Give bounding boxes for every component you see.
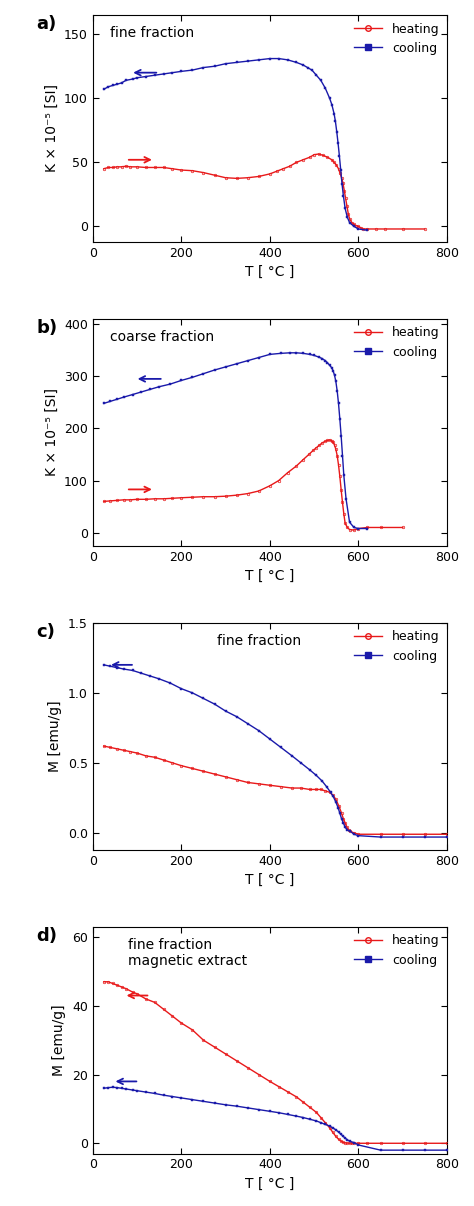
X-axis label: T [ °C ]: T [ °C ] [245, 1177, 294, 1192]
Text: d): d) [36, 926, 57, 944]
Y-axis label: M [emu/g]: M [emu/g] [48, 701, 62, 772]
Legend: heating, cooling: heating, cooling [349, 18, 445, 60]
Text: fine fraction
magnetic extract: fine fraction magnetic extract [128, 938, 247, 968]
Text: fine fraction: fine fraction [110, 27, 194, 40]
Text: coarse fraction: coarse fraction [110, 330, 215, 344]
Y-axis label: Κ × 10⁻⁵ [SI]: Κ × 10⁻⁵ [SI] [45, 84, 58, 172]
X-axis label: T [ °C ]: T [ °C ] [245, 265, 294, 280]
X-axis label: T [ °C ]: T [ °C ] [245, 569, 294, 584]
Y-axis label: M [emu/g]: M [emu/g] [53, 1005, 66, 1076]
Y-axis label: Κ × 10⁻⁵ [SI]: Κ × 10⁻⁵ [SI] [45, 388, 58, 476]
Text: a): a) [36, 14, 56, 33]
Text: b): b) [36, 318, 57, 336]
Legend: heating, cooling: heating, cooling [349, 322, 445, 364]
Text: c): c) [36, 622, 55, 640]
Legend: heating, cooling: heating, cooling [349, 626, 445, 668]
X-axis label: T [ °C ]: T [ °C ] [245, 873, 294, 888]
Text: fine fraction: fine fraction [217, 634, 301, 648]
Legend: heating, cooling: heating, cooling [349, 930, 445, 972]
